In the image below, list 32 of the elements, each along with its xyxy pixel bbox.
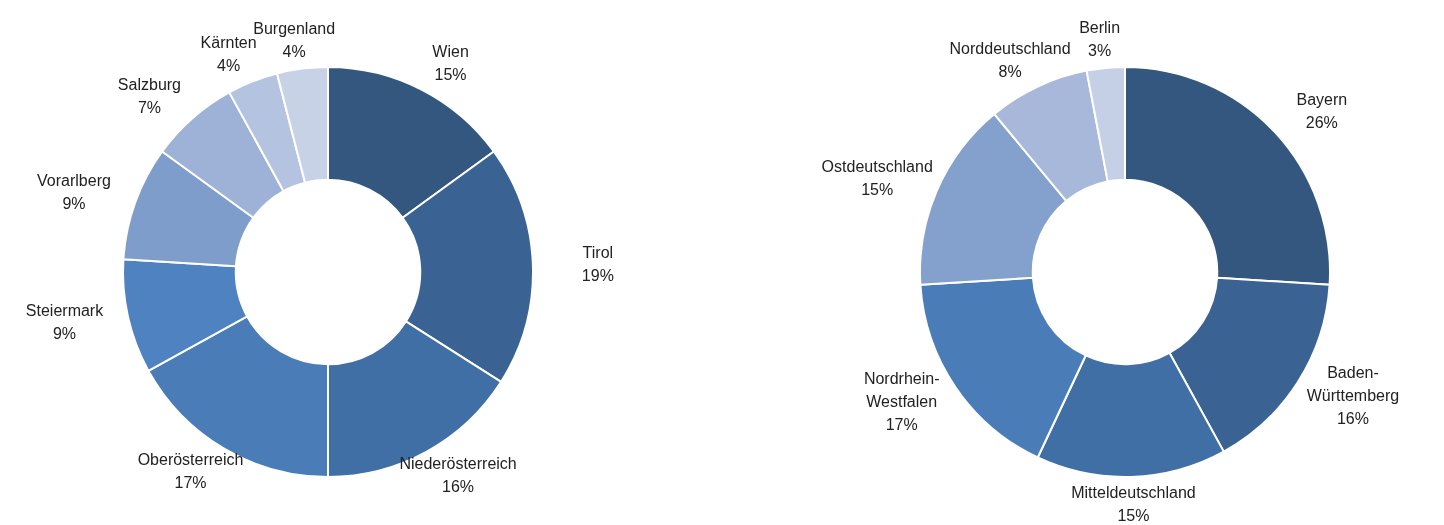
data-label: 17% xyxy=(885,416,918,434)
data-label: 3% xyxy=(1088,41,1112,59)
data-label: 15% xyxy=(1117,506,1150,524)
slice-label: Norddeutschland xyxy=(949,40,1071,58)
slice-label: Salzburg xyxy=(117,76,182,94)
slice-label: Berlin xyxy=(1079,18,1121,36)
slice-label: Bayern xyxy=(1296,91,1348,109)
slice-label: Nordrhein-Westfalen xyxy=(863,370,940,411)
data-label: 4% xyxy=(282,42,306,60)
data-label: 26% xyxy=(1305,114,1338,132)
slice-label: Ostdeutschland xyxy=(821,158,933,176)
data-label: 7% xyxy=(137,99,162,117)
data-label: 8% xyxy=(998,63,1022,81)
data-label: 4% xyxy=(217,57,241,75)
slice-label: Oberösterreich xyxy=(137,451,244,469)
slice-label: Niederösterreich xyxy=(399,455,517,473)
slice-label: Steiermark xyxy=(25,301,105,319)
slice-label: Kärnten xyxy=(200,34,257,52)
data-label: 17% xyxy=(174,474,207,492)
slice-label: Mitteldeutschland xyxy=(1071,483,1196,501)
data-label: 9% xyxy=(52,324,77,342)
data-label: 16% xyxy=(442,478,475,496)
slice-label: Baden-Württemberg xyxy=(1306,364,1400,405)
data-label: 16% xyxy=(1336,410,1369,428)
data-label: 9% xyxy=(62,194,86,212)
slice-label: Vorarlberg xyxy=(37,171,111,189)
data-label: 15% xyxy=(861,181,894,199)
slice-label: Tirol xyxy=(582,243,614,261)
data-label: 15% xyxy=(434,66,467,84)
slice-label: Wien xyxy=(432,43,469,61)
slice-label: Burgenland xyxy=(253,19,336,37)
data-label: 19% xyxy=(581,266,614,284)
